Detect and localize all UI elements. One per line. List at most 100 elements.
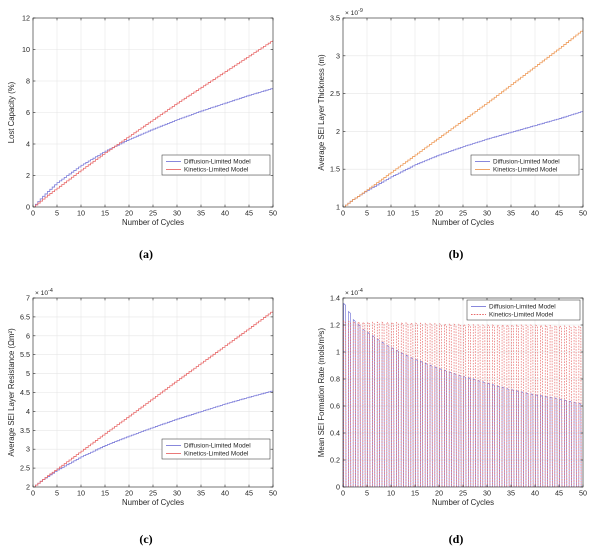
legend-box — [161, 438, 271, 460]
x-tick-label: 10 — [387, 489, 395, 498]
y-axis-label: Mean SEI Formation Rate (mols/m³s) — [317, 328, 326, 458]
y-axis-label: Lost Capacity (%) — [7, 81, 16, 143]
x-axis-label: Number of Cycles — [432, 498, 494, 507]
x-tick-label: 10 — [387, 209, 395, 218]
y-tick-label: 2 — [26, 171, 30, 180]
x-tick-label: 15 — [411, 489, 419, 498]
x-tick-label: 25 — [459, 209, 467, 218]
x-tick-label: 45 — [555, 209, 563, 218]
x-tick-label: 5 — [365, 489, 369, 498]
x-tick-label: 20 — [435, 209, 443, 218]
x-tick-label: 15 — [101, 489, 109, 498]
series-line-1 — [343, 110, 583, 207]
legend: Diffusion-Limited ModelKinetics-Limited … — [161, 438, 271, 460]
x-tick-label: 40 — [221, 209, 229, 218]
y-tick-label: 3 — [336, 51, 340, 60]
y-tick-label: 1.5 — [330, 165, 340, 174]
x-tick-label: 35 — [197, 209, 205, 218]
series-line-2 — [33, 310, 273, 487]
legend-label-2: Kinetics-Limited Model — [184, 167, 248, 174]
y-tick-label: 8 — [26, 77, 30, 86]
x-tick-label: 40 — [531, 489, 539, 498]
x-tick-label: 30 — [483, 489, 491, 498]
x-tick-label: 25 — [459, 489, 467, 498]
x-tick-label: 35 — [197, 489, 205, 498]
y-tick-label: 7 — [26, 294, 30, 303]
x-tick-label: 45 — [245, 489, 253, 498]
legend-label-2: Kinetics-Limited Model — [184, 451, 248, 458]
x-tick-label: 20 — [435, 489, 443, 498]
x-tick-label: 50 — [579, 489, 587, 498]
chart-c: 0 5 10 15 20 25 30 35 40 45 50 2 2.5 3 3.5 4 4.5 5 5.5 6 6.5… — [7, 288, 277, 546]
x-tick-label: 35 — [507, 209, 515, 218]
figure-caption: (a) — [139, 247, 153, 261]
legend-box — [161, 154, 271, 176]
axis-exponent: × 10-9 — [345, 8, 363, 17]
x-tick-label: 5 — [55, 209, 59, 218]
y-tick-label: 4 — [26, 407, 30, 416]
y-tick-label: 6 — [26, 108, 30, 117]
x-axis-label: Number of Cycles — [122, 218, 184, 227]
legend-box — [470, 154, 580, 176]
x-tick-label: 50 — [269, 489, 277, 498]
y-tick-label: 5 — [26, 369, 30, 378]
x-tick-label: 10 — [77, 489, 85, 498]
y-axis-label: Average SEI Layer Thickness (m) — [317, 54, 326, 171]
x-tick-label: 45 — [245, 209, 253, 218]
y-tick-label: 1 — [336, 203, 340, 212]
legend-label-1: Diffusion-Limited Model — [493, 159, 560, 166]
x-tick-label: 0 — [31, 489, 35, 498]
series-group — [343, 29, 583, 207]
series-group — [33, 310, 273, 487]
x-tick-label: 50 — [579, 209, 587, 218]
x-tick-label: 0 — [341, 489, 345, 498]
y-tick-label: 12 — [22, 14, 30, 23]
series-line-2 — [343, 320, 583, 487]
y-tick-label: 2 — [26, 483, 30, 492]
y-tick-label: 3 — [26, 445, 30, 454]
figure-caption: (b) — [449, 247, 464, 261]
series-line-2 — [33, 40, 273, 207]
x-tick-label: 20 — [125, 209, 133, 218]
legend-label-1: Diffusion-Limited Model — [184, 159, 251, 166]
y-tick-label: 2 — [336, 127, 340, 136]
y-tick-label: 0.6 — [330, 402, 340, 411]
legend: Diffusion-Limited ModelKinetics-Limited … — [466, 299, 581, 321]
y-tick-label: 2.5 — [330, 89, 340, 98]
x-tick-label: 30 — [483, 209, 491, 218]
x-axis-label: Number of Cycles — [432, 218, 494, 227]
series-line-1 — [33, 88, 273, 207]
x-tick-label: 0 — [341, 209, 345, 218]
x-tick-label: 30 — [173, 209, 181, 218]
x-tick-label: 20 — [125, 489, 133, 498]
series-line-1 — [33, 390, 273, 487]
x-tick-label: 0 — [31, 209, 35, 218]
chart-a: 0 5 10 15 20 25 30 35 40 45 50 0 2 4 6 8 10 12 Number of C… — [7, 14, 277, 262]
legend-box — [466, 299, 581, 321]
chart-b: 0 5 10 15 20 25 30 35 40 45 50 1 1.5 2 2.5 3 3.5 × 10-9 Nu… — [317, 8, 587, 261]
x-tick-label: 40 — [221, 489, 229, 498]
y-tick-label: 1 — [336, 348, 340, 357]
y-tick-label: 3.5 — [330, 14, 340, 23]
x-tick-label: 40 — [531, 209, 539, 218]
y-tick-label: 5.5 — [20, 350, 30, 359]
x-tick-label: 25 — [149, 489, 157, 498]
y-tick-label: 1.2 — [330, 321, 340, 330]
axis-exponent: × 10-4 — [35, 288, 53, 297]
x-tick-label: 45 — [555, 489, 563, 498]
y-tick-label: 0.8 — [330, 375, 340, 384]
axis-exponent: × 10-4 — [345, 288, 363, 297]
series-group — [33, 40, 273, 207]
y-tick-label: 10 — [22, 45, 30, 54]
y-tick-label: 0 — [26, 203, 30, 212]
x-tick-label: 15 — [101, 209, 109, 218]
x-tick-label: 15 — [411, 209, 419, 218]
y-tick-label: 4 — [26, 140, 30, 149]
legend-label-2: Kinetics-Limited Model — [493, 167, 557, 174]
legend-label-1: Diffusion-Limited Model — [489, 304, 556, 311]
legend-label-1: Diffusion-Limited Model — [184, 443, 251, 450]
x-tick-label: 5 — [365, 209, 369, 218]
chart-d: 0 5 10 15 20 25 30 35 40 45 50 0 0.2 0.4 0.6 0.8 1 1.2 1.4… — [317, 288, 587, 546]
figure-caption: (c) — [139, 532, 152, 546]
